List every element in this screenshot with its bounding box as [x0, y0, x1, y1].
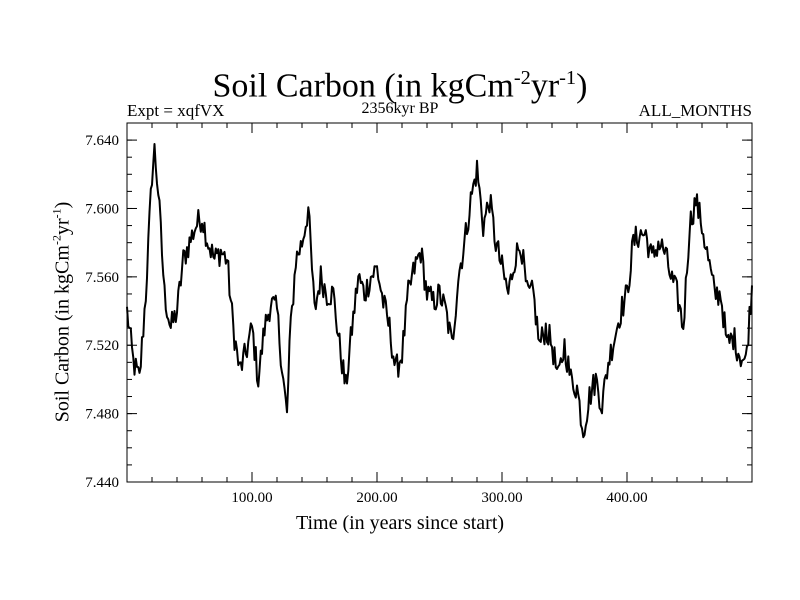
ylabel-exp1: -2 — [49, 235, 64, 246]
months-label: ALL_MONTHS — [638, 101, 752, 120]
y-tick-label: 7.480 — [85, 407, 119, 423]
chart-title: Soil Carbon (in kgCm-2yr-1) — [0, 58, 800, 106]
ylabel-exp2: -1 — [49, 208, 64, 219]
y-tick-label: 7.560 — [85, 270, 119, 286]
y-tick-label: 7.440 — [85, 475, 119, 491]
title-main: Soil Carbon (in kgCm — [212, 67, 514, 105]
x-axis-ticks: 100.00 200.00 300.00 400.00 — [151, 123, 728, 506]
title-mid: yr — [530, 67, 560, 105]
series-line-soil-carbon — [126, 143, 753, 439]
y-tick-label: 7.600 — [85, 201, 119, 217]
x-tick-label: 300.00 — [481, 490, 522, 506]
title-exp2: -1 — [559, 67, 577, 89]
y-axis-label: Soil Carbon (in kgCm-2yr-1) — [50, 202, 75, 423]
x-axis-label: Time (in years since start) — [295, 512, 505, 534]
y-axis-ticks: 7.440 7.480 7.520 7.560 7.600 7.640 — [85, 122, 752, 491]
x-tick-label: 100.00 — [231, 490, 272, 506]
ylabel-close: ) — [51, 201, 74, 209]
x-tick-label: 400.00 — [606, 490, 647, 506]
y-tick-label: 7.640 — [85, 133, 119, 149]
ylabel-main: Soil Carbon (in kgCm — [51, 245, 74, 423]
ylabel-mid: yr — [51, 218, 74, 236]
title-close: ) — [576, 67, 588, 105]
period-label: 2356kyr BP — [361, 100, 439, 117]
title-exp1: -2 — [513, 67, 531, 89]
experiment-label: Expt = xqfVX — [127, 101, 225, 120]
y-tick-label: 7.520 — [85, 338, 119, 354]
plot-frame — [126, 122, 753, 483]
x-tick-label: 200.00 — [356, 490, 397, 506]
